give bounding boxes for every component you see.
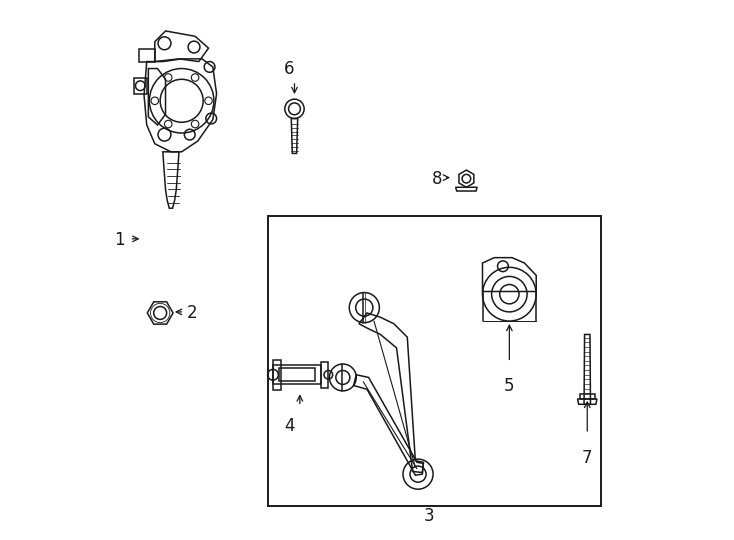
Bar xyxy=(268,217,600,507)
Text: 3: 3 xyxy=(424,507,434,524)
Text: 6: 6 xyxy=(284,59,294,78)
Text: 5: 5 xyxy=(504,376,515,395)
Text: 1: 1 xyxy=(115,232,126,249)
Text: 4: 4 xyxy=(284,417,294,435)
Text: 7: 7 xyxy=(582,449,592,467)
Text: 2: 2 xyxy=(187,304,197,322)
Text: 8: 8 xyxy=(432,170,442,188)
